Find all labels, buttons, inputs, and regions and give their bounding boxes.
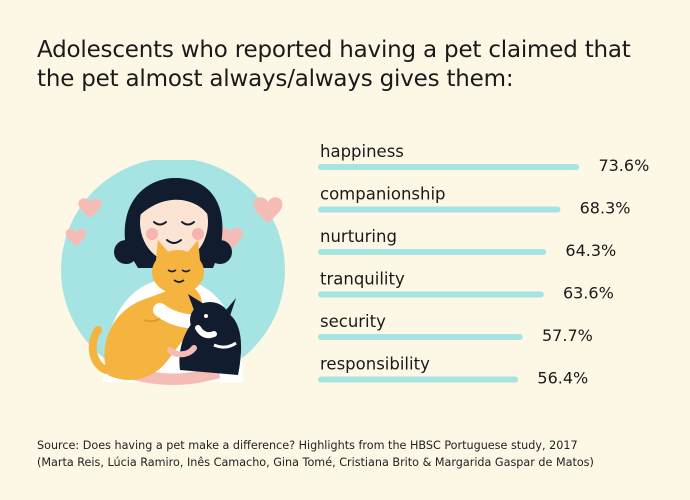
bar-happiness xyxy=(318,164,580,170)
bar-responsibility xyxy=(318,376,519,383)
heart-icon xyxy=(253,197,283,223)
bar-label-nurturing: nurturing xyxy=(320,227,397,246)
source-line-1: Source: Does having a pet make a differe… xyxy=(37,439,578,452)
bar-nurturing xyxy=(318,249,547,255)
heart-icon xyxy=(217,227,243,250)
bar-value-happiness: 73.6% xyxy=(598,156,649,175)
bar-label-security: security xyxy=(320,312,386,331)
source-note: Source: Does having a pet make a differe… xyxy=(37,437,677,471)
bar-value-responsibility: 56.4% xyxy=(537,369,588,388)
bar-label-tranquility: tranquility xyxy=(320,270,405,289)
chart-title: Adolescents who reported having a pet cl… xyxy=(37,37,631,92)
bar-label-happiness: happiness xyxy=(320,142,404,161)
source-line-2: (Marta Reis, Lúcia Ramiro, Inês Camacho,… xyxy=(37,456,594,469)
bar-value-nurturing: 64.3% xyxy=(565,241,616,260)
bar-value-security: 57.7% xyxy=(542,326,593,345)
girl-hugging-cat-and-dog-icon xyxy=(61,160,285,385)
dog-icon xyxy=(179,294,242,375)
bar-label-responsibility: responsibility xyxy=(320,355,430,374)
bar-security xyxy=(318,334,523,340)
cat-icon xyxy=(88,240,204,380)
bar-label-companionship: companionship xyxy=(320,185,446,204)
bar-tranquility xyxy=(318,291,544,298)
heart-icon xyxy=(65,228,87,246)
heart-icon xyxy=(78,198,102,218)
bar-companionship xyxy=(318,206,561,213)
bar-value-companionship: 68.3% xyxy=(580,199,631,218)
bar-value-tranquility: 63.6% xyxy=(563,284,614,303)
